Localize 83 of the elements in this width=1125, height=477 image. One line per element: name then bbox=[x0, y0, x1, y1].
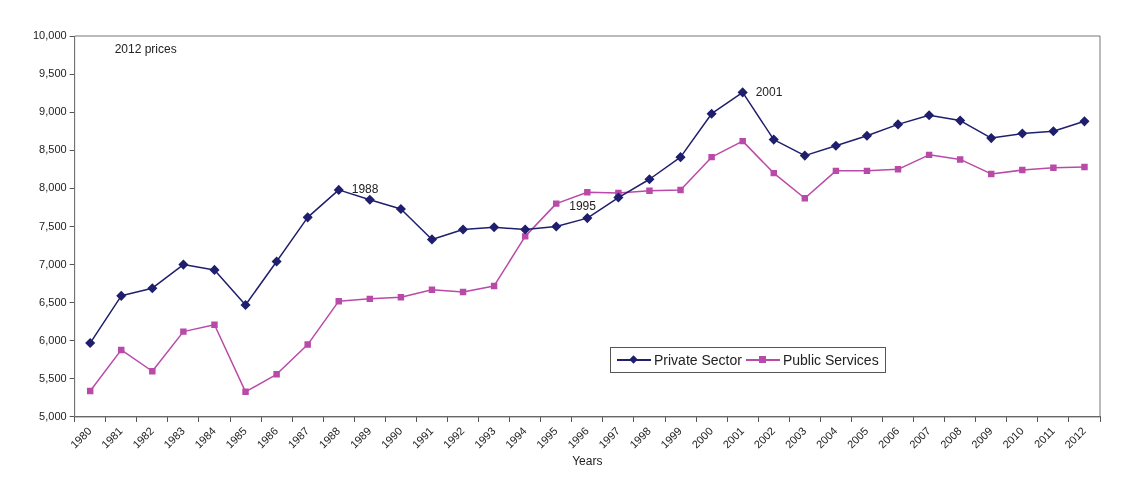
point bbox=[520, 224, 530, 235]
point bbox=[831, 140, 841, 151]
y-tick-label: 9,000 bbox=[39, 105, 67, 118]
point bbox=[801, 195, 809, 202]
point bbox=[149, 368, 156, 375]
legend-label: Public Services bbox=[782, 351, 879, 368]
point bbox=[1019, 166, 1026, 174]
point bbox=[335, 297, 342, 305]
point bbox=[988, 170, 995, 178]
y-tick-label: 10,000 bbox=[32, 29, 67, 42]
point bbox=[521, 233, 529, 240]
point bbox=[800, 150, 810, 161]
y-tick-label: 8,500 bbox=[39, 143, 67, 156]
point bbox=[893, 119, 903, 130]
point bbox=[1050, 164, 1057, 172]
point bbox=[304, 341, 311, 348]
point bbox=[737, 87, 748, 98]
point bbox=[1081, 163, 1088, 171]
annotation: 1988 bbox=[351, 182, 379, 197]
point bbox=[85, 338, 95, 348]
point bbox=[180, 328, 187, 335]
y-tick-label: 7,000 bbox=[39, 257, 67, 270]
point bbox=[863, 167, 871, 175]
point bbox=[273, 371, 280, 378]
point bbox=[397, 294, 405, 301]
point bbox=[924, 110, 934, 120]
point bbox=[302, 212, 313, 223]
point bbox=[613, 192, 624, 203]
point bbox=[116, 291, 126, 301]
point bbox=[209, 265, 220, 275]
annotation: 1995 bbox=[569, 198, 597, 213]
legend-label: Private Sector bbox=[654, 351, 742, 368]
annotation: 2012 prices bbox=[114, 42, 177, 57]
point bbox=[582, 213, 593, 223]
point bbox=[644, 174, 655, 184]
point bbox=[1079, 116, 1090, 127]
annotation: 2001 bbox=[755, 84, 783, 99]
point bbox=[118, 346, 125, 354]
point bbox=[675, 152, 686, 162]
point bbox=[677, 186, 684, 194]
point bbox=[770, 169, 777, 177]
point bbox=[396, 204, 406, 214]
x-axis-title: Years bbox=[572, 454, 603, 469]
point bbox=[1048, 126, 1059, 136]
point bbox=[366, 295, 374, 303]
point bbox=[178, 259, 189, 270]
point bbox=[553, 200, 560, 207]
y-tick-label: 9,500 bbox=[39, 67, 67, 80]
y-tick-label: 7,500 bbox=[39, 219, 67, 232]
point bbox=[739, 137, 746, 145]
point bbox=[956, 156, 964, 163]
y-tick-label: 6,000 bbox=[39, 333, 67, 346]
point bbox=[862, 131, 872, 141]
point bbox=[147, 283, 158, 293]
point bbox=[459, 288, 467, 296]
point bbox=[832, 167, 840, 175]
point bbox=[427, 234, 437, 245]
point bbox=[708, 153, 715, 161]
point bbox=[769, 134, 779, 145]
point bbox=[365, 195, 375, 205]
point bbox=[334, 185, 344, 195]
point bbox=[706, 108, 717, 119]
point bbox=[240, 300, 251, 310]
point bbox=[894, 166, 902, 173]
point bbox=[86, 387, 94, 395]
point bbox=[955, 115, 965, 126]
point bbox=[242, 388, 249, 396]
y-tick-label: 5,000 bbox=[39, 409, 67, 422]
point bbox=[271, 256, 282, 267]
y-tick-label: 5,500 bbox=[39, 371, 67, 384]
point bbox=[428, 286, 436, 293]
point bbox=[1017, 128, 1028, 139]
y-tick-label: 6,500 bbox=[39, 295, 67, 308]
point bbox=[986, 133, 996, 143]
point bbox=[211, 321, 218, 328]
point bbox=[489, 222, 499, 232]
y-tick-label: 8,000 bbox=[39, 181, 67, 194]
point bbox=[646, 187, 653, 194]
point bbox=[584, 188, 591, 196]
point bbox=[551, 221, 561, 232]
point bbox=[925, 151, 933, 159]
point bbox=[458, 224, 468, 235]
point bbox=[490, 282, 498, 290]
